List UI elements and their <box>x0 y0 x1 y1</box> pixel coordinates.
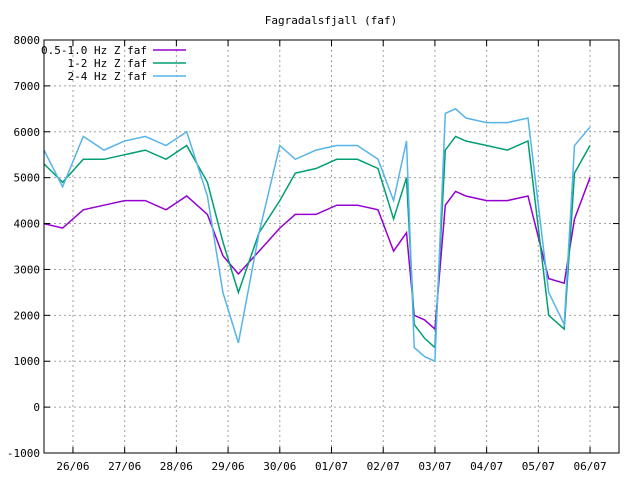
x-tick-label: 28/06 <box>160 460 193 473</box>
x-tick-label: 26/06 <box>56 460 89 473</box>
x-tick-label: 30/06 <box>263 460 296 473</box>
y-tick-label: 5000 <box>14 172 41 185</box>
y-tick-label: 7000 <box>14 80 41 93</box>
x-tick-label: 02/07 <box>367 460 400 473</box>
x-tick-label: 03/07 <box>418 460 451 473</box>
y-tick-label: 6000 <box>14 126 41 139</box>
y-tick-label: 1000 <box>14 355 41 368</box>
y-tick-label: 0 <box>33 401 40 414</box>
series-layer <box>43 107 591 363</box>
x-tick-label: 04/07 <box>470 460 503 473</box>
chart-title: Fagradalsfjall (faf) <box>265 14 397 27</box>
y-tick-label: -1000 <box>7 447 40 460</box>
y-tick-label: 2000 <box>14 309 41 322</box>
series-line <box>43 177 591 331</box>
x-tick-label: 29/06 <box>212 460 245 473</box>
tick-layer: -1000 0 1000 2000 3000 4000 5000 6000 7000 8000 26… <box>7 34 619 473</box>
x-tick-label: 06/07 <box>573 460 606 473</box>
x-tick-label: 05/07 <box>522 460 555 473</box>
y-tick-label: 8000 <box>14 34 41 47</box>
legend-label: 0.5-1.0 Hz Z faf <box>41 44 147 57</box>
x-tick-label: 01/07 <box>315 460 348 473</box>
y-tick-label: 4000 <box>14 218 41 231</box>
legend-label: 1-2 Hz Z faf <box>68 57 147 70</box>
grid-layer <box>44 40 619 453</box>
series-line <box>43 135 591 350</box>
series-line <box>43 107 591 363</box>
y-tick-label: 3000 <box>14 263 41 276</box>
x-tick-label: 27/06 <box>108 460 141 473</box>
legend-label: 2-4 Hz Z faf <box>68 70 147 83</box>
